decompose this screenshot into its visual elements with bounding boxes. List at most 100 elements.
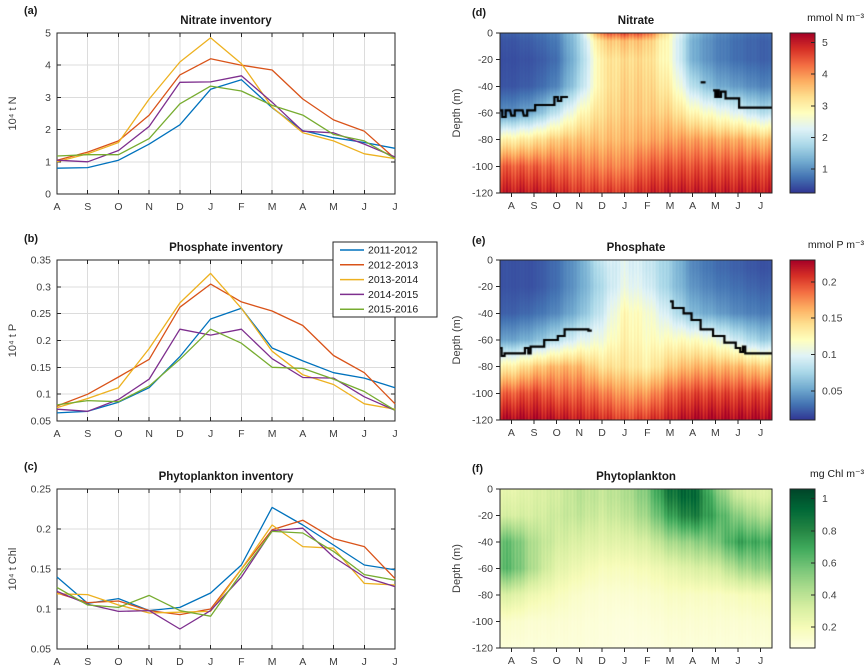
depth-tick-label: 0 (487, 28, 493, 40)
colorbar-tick-label: 4 (822, 69, 828, 81)
y-axis-label: Depth (m) (451, 89, 463, 138)
x-tick-label: J (362, 656, 367, 668)
colorbar-unit-label: mmol N m⁻³ (807, 12, 864, 24)
colorbar-box (789, 488, 816, 649)
series-line-2014-2015 (56, 75, 396, 163)
panel-b-overlay: A S O N D J F M A M J J 0.05 0.1 0.15 0.2 0.25 0.3 0.35 Pho… (7, 233, 438, 440)
depth-tick-label: -20 (478, 510, 493, 522)
x-tick-label: N (576, 200, 584, 212)
x-tick-label: M (711, 655, 720, 667)
depth-tick-label: -40 (478, 308, 493, 320)
x-tick-label: A (299, 201, 306, 213)
x-tick-label: J (758, 200, 763, 212)
x-tick-label: N (576, 427, 584, 439)
x-tick-label: M (268, 656, 277, 668)
depth-tick-label: -40 (478, 81, 493, 93)
panel-a: A S O N D J F M A M J J 0 1 2 3 4 5 Nitrate inventory 10⁴ t… (0, 0, 440, 228)
x-tick-label: M (329, 656, 338, 668)
colorbar-tick-label: 0.05 (822, 385, 843, 397)
x-tick-label: A (689, 655, 696, 667)
x-tick-label: J (735, 427, 740, 439)
series-line-2013-2014 (56, 37, 396, 163)
x-tick-label: D (598, 427, 606, 439)
x-tick-label: O (114, 201, 122, 213)
x-tick-label: F (644, 655, 650, 667)
x-tick-label: A (299, 428, 306, 440)
depth-tick-label: -60 (478, 335, 493, 347)
x-tick-label: J (735, 200, 740, 212)
x-tick-label: M (711, 200, 720, 212)
x-tick-label: F (238, 656, 244, 668)
x-tick-label: A (299, 656, 306, 668)
panel-letter: (b) (24, 233, 38, 245)
x-tick-label: J (622, 655, 627, 667)
y-axis-label: 10⁴ t Chl (7, 548, 19, 591)
x-tick-label: F (238, 201, 244, 213)
x-tick-label: M (329, 201, 338, 213)
x-tick-label: J (758, 427, 763, 439)
panel-c: A S O N D J F M A M J J 0.05 0.1 0.15 0.2 0.25 Phytoplank… (0, 456, 440, 668)
depth-tick-label: -120 (472, 188, 493, 200)
x-tick-label: M (329, 428, 338, 440)
y-axis-label: 10⁴ t P (7, 324, 19, 357)
depth-tick-label: -20 (478, 54, 493, 66)
depth-tick-label: -80 (478, 590, 493, 602)
series-line-2012-2013 (56, 283, 396, 407)
x-tick-label: J (392, 201, 397, 213)
y-tick-label: 0.15 (31, 564, 52, 576)
panel-b: A S O N D J F M A M J J 0.05 0.1 0.15 0.2 0.25 0.3 0.35 Pho… (0, 228, 440, 460)
x-tick-label: J (362, 428, 367, 440)
panel-d: A S O N D J F M A M J J 0 -20 -40 -60 -80 -100 -120 Nitrate… (434, 0, 868, 228)
panel-letter: (e) (472, 235, 486, 247)
legend: 2011-2012 2012-2013 2013-2014 2014-2015 2015… (332, 241, 438, 318)
depth-tick-label: -100 (472, 616, 493, 628)
y-tick-label: 0.05 (31, 644, 52, 656)
x-tick-label: J (758, 655, 763, 667)
colorbar-tick-label: 0.2 (822, 622, 837, 634)
y-tick-label: 4 (45, 60, 51, 72)
panel-e: A S O N D J F M A M J J 0 -20 -40 -60 -80 -100 -120 Phospha… (434, 228, 868, 460)
x-tick-label: N (145, 201, 153, 213)
x-tick-label: O (553, 655, 561, 667)
legend-label: 2011-2012 (368, 245, 418, 257)
x-tick-label: S (530, 200, 537, 212)
x-tick-label: A (508, 427, 515, 439)
plot-c: A S O N D J F M A M J J 0.05 0.1 0.15 0.2 0.25 Phytoplank… (7, 461, 398, 668)
y-axis-label: Depth (m) (451, 316, 463, 365)
x-tick-label: J (735, 655, 740, 667)
x-tick-label: O (553, 427, 561, 439)
axes-box (56, 32, 396, 195)
x-tick-label: N (145, 428, 153, 440)
series-line-2015-2016 (56, 85, 396, 160)
colorbar-tick-label: 0.15 (822, 313, 843, 325)
x-tick-label: A (53, 656, 60, 668)
heatmap-e-canvas (500, 260, 772, 420)
series-line-2012-2013 (56, 519, 396, 616)
legend-label: 2012-2013 (368, 259, 418, 271)
axes-box (499, 488, 773, 649)
x-tick-label: M (666, 200, 675, 212)
y-tick-label: 3 (45, 92, 51, 104)
colorbar-tick-label: 5 (822, 37, 828, 49)
colorbar-tick-label: 1 (822, 493, 828, 505)
series-line-2013-2014 (56, 524, 396, 614)
panel-c-overlay: A S O N D J F M A M J J 0.05 0.1 0.15 0.2 0.25 Phytoplank… (7, 461, 398, 668)
panel-letter: (f) (472, 463, 483, 475)
colorbar-tick-label: 0.4 (822, 590, 837, 602)
y-tick-label: 1 (45, 156, 51, 168)
depth-tick-label: -80 (478, 361, 493, 373)
panel-title: Phytoplankton inventory (159, 471, 294, 483)
legend-label: 2014-2015 (368, 289, 418, 301)
panel-title: Nitrate (618, 15, 654, 27)
x-tick-label: D (176, 428, 184, 440)
x-tick-label: J (622, 200, 627, 212)
panel-letter: (d) (472, 7, 486, 19)
panel-title: Nitrate inventory (180, 15, 272, 27)
x-tick-label: O (553, 200, 561, 212)
depth-tick-label: 0 (487, 255, 493, 267)
depth-tick-label: -40 (478, 537, 493, 549)
heatmap-f-canvas (500, 489, 772, 648)
x-tick-label: A (53, 201, 60, 213)
depth-tick-label: -80 (478, 134, 493, 146)
